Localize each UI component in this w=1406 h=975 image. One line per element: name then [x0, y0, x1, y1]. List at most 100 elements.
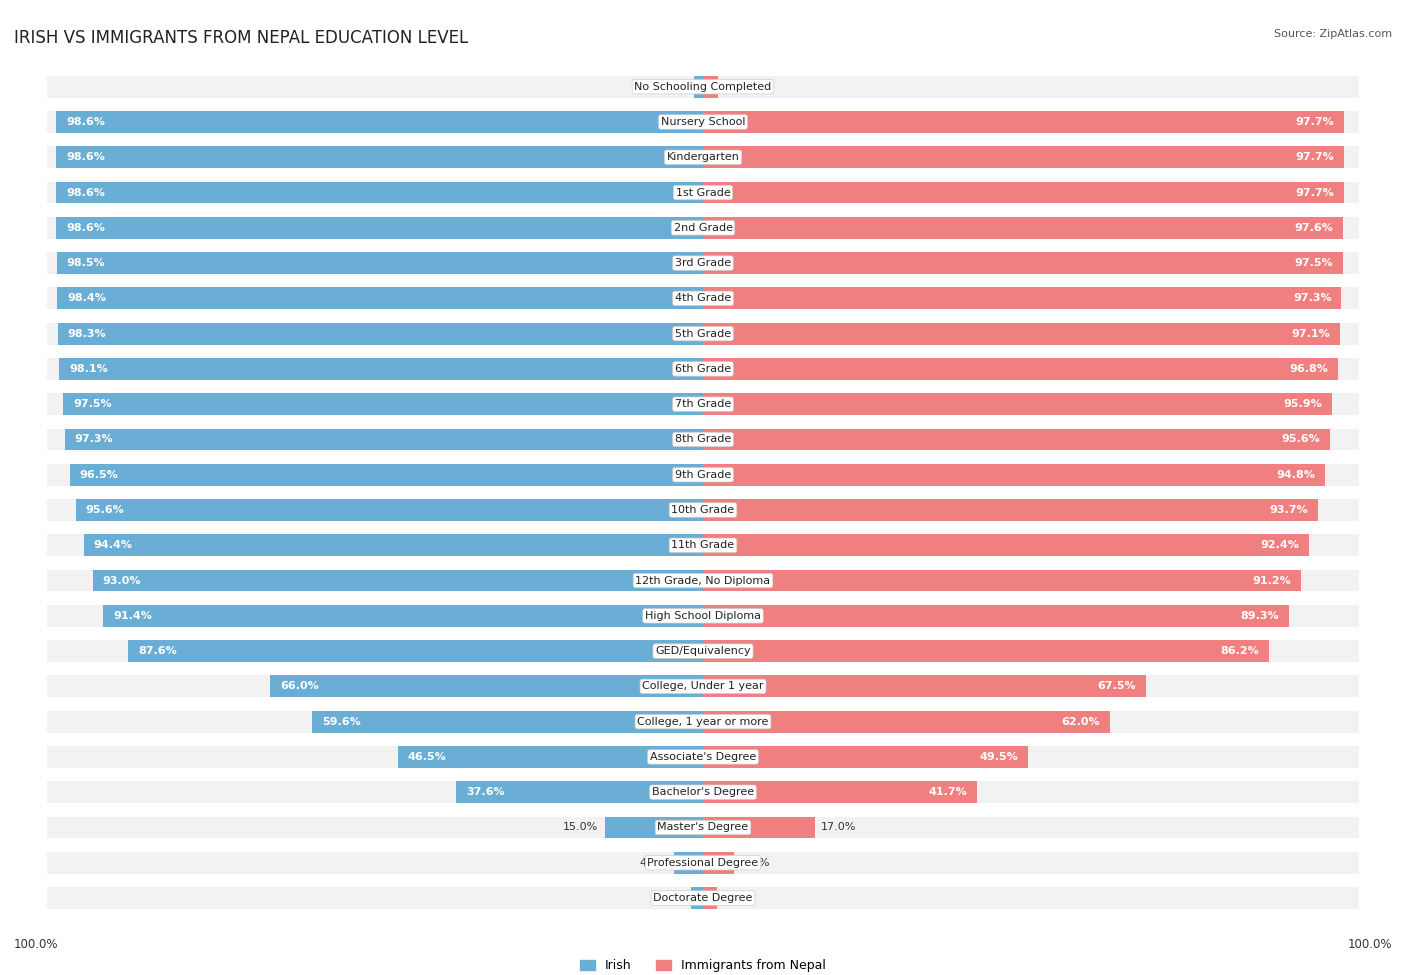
Text: 97.5%: 97.5%: [73, 399, 111, 410]
Text: 4th Grade: 4th Grade: [675, 293, 731, 303]
Bar: [703, 358, 1339, 380]
Bar: [703, 111, 1344, 133]
Text: 98.6%: 98.6%: [66, 117, 105, 127]
Text: 9th Grade: 9th Grade: [675, 470, 731, 480]
Text: 62.0%: 62.0%: [1062, 717, 1099, 726]
Text: 98.5%: 98.5%: [66, 258, 105, 268]
Text: 89.3%: 89.3%: [1240, 610, 1279, 621]
Bar: [703, 676, 1146, 697]
Bar: [703, 569, 1302, 592]
Bar: [703, 464, 1324, 486]
Bar: [690, 887, 703, 909]
Text: 7th Grade: 7th Grade: [675, 399, 731, 410]
Bar: [59, 358, 703, 380]
Bar: [46, 323, 1360, 344]
Text: 98.3%: 98.3%: [67, 329, 107, 338]
Bar: [703, 781, 977, 803]
Bar: [128, 641, 703, 662]
Text: 2nd Grade: 2nd Grade: [673, 223, 733, 233]
Bar: [46, 887, 1360, 909]
Bar: [703, 288, 1341, 309]
Bar: [83, 534, 703, 556]
Text: 37.6%: 37.6%: [467, 787, 505, 798]
Bar: [703, 253, 1343, 274]
Text: GED/Equivalency: GED/Equivalency: [655, 646, 751, 656]
Bar: [56, 216, 703, 239]
Text: 86.2%: 86.2%: [1220, 646, 1258, 656]
Bar: [46, 781, 1360, 803]
Text: 15.0%: 15.0%: [562, 823, 598, 833]
Text: 100.0%: 100.0%: [14, 938, 59, 951]
Text: 2.2%: 2.2%: [724, 893, 752, 903]
Text: 10th Grade: 10th Grade: [672, 505, 734, 515]
Text: 4.4%: 4.4%: [640, 858, 668, 868]
Bar: [46, 429, 1360, 450]
Bar: [703, 746, 1028, 768]
Bar: [76, 499, 703, 521]
Text: Associate's Degree: Associate's Degree: [650, 752, 756, 761]
Bar: [46, 711, 1360, 732]
Text: 95.6%: 95.6%: [1282, 435, 1320, 445]
Bar: [65, 429, 703, 450]
Text: 8th Grade: 8th Grade: [675, 435, 731, 445]
Text: 98.1%: 98.1%: [69, 364, 108, 374]
Bar: [270, 676, 703, 697]
Bar: [703, 181, 1344, 204]
Bar: [46, 253, 1360, 274]
Bar: [63, 393, 703, 415]
Text: 91.2%: 91.2%: [1253, 575, 1292, 586]
Bar: [46, 146, 1360, 169]
Bar: [673, 852, 703, 874]
Text: 98.4%: 98.4%: [67, 293, 105, 303]
Bar: [58, 323, 703, 344]
Text: 95.9%: 95.9%: [1284, 399, 1323, 410]
Text: 46.5%: 46.5%: [408, 752, 447, 761]
Text: College, Under 1 year: College, Under 1 year: [643, 682, 763, 691]
Text: IRISH VS IMMIGRANTS FROM NEPAL EDUCATION LEVEL: IRISH VS IMMIGRANTS FROM NEPAL EDUCATION…: [14, 29, 468, 47]
Bar: [703, 429, 1330, 450]
Text: 94.4%: 94.4%: [93, 540, 132, 550]
Bar: [703, 146, 1344, 169]
Bar: [46, 464, 1360, 486]
Text: 94.8%: 94.8%: [1277, 470, 1315, 480]
Text: Kindergarten: Kindergarten: [666, 152, 740, 162]
Bar: [46, 358, 1360, 380]
Text: 98.6%: 98.6%: [66, 223, 105, 233]
Bar: [46, 288, 1360, 309]
Bar: [457, 781, 703, 803]
Text: 93.7%: 93.7%: [1270, 505, 1308, 515]
Text: 97.5%: 97.5%: [1295, 258, 1333, 268]
Bar: [703, 499, 1317, 521]
Bar: [703, 216, 1343, 239]
Text: 98.6%: 98.6%: [66, 187, 105, 198]
Text: 3rd Grade: 3rd Grade: [675, 258, 731, 268]
Text: 100.0%: 100.0%: [1347, 938, 1392, 951]
Text: 12th Grade, No Diploma: 12th Grade, No Diploma: [636, 575, 770, 586]
Text: 6th Grade: 6th Grade: [675, 364, 731, 374]
Bar: [46, 393, 1360, 415]
Bar: [46, 216, 1360, 239]
Bar: [56, 253, 703, 274]
Text: 41.7%: 41.7%: [928, 787, 967, 798]
Bar: [46, 676, 1360, 697]
Bar: [56, 181, 703, 204]
Bar: [46, 111, 1360, 133]
Text: 11th Grade: 11th Grade: [672, 540, 734, 550]
Text: 49.5%: 49.5%: [979, 752, 1018, 761]
Text: Nursery School: Nursery School: [661, 117, 745, 127]
Text: 91.4%: 91.4%: [112, 610, 152, 621]
Bar: [703, 323, 1340, 344]
Bar: [46, 816, 1360, 838]
Bar: [398, 746, 703, 768]
Text: 97.7%: 97.7%: [1295, 117, 1334, 127]
Bar: [103, 604, 703, 627]
Text: 96.8%: 96.8%: [1289, 364, 1329, 374]
Text: Bachelor's Degree: Bachelor's Degree: [652, 787, 754, 798]
Text: No Schooling Completed: No Schooling Completed: [634, 82, 772, 92]
Bar: [46, 76, 1360, 98]
Text: 17.0%: 17.0%: [821, 823, 856, 833]
Bar: [46, 181, 1360, 204]
Bar: [605, 816, 703, 838]
Bar: [46, 499, 1360, 521]
Text: Source: ZipAtlas.com: Source: ZipAtlas.com: [1274, 29, 1392, 39]
